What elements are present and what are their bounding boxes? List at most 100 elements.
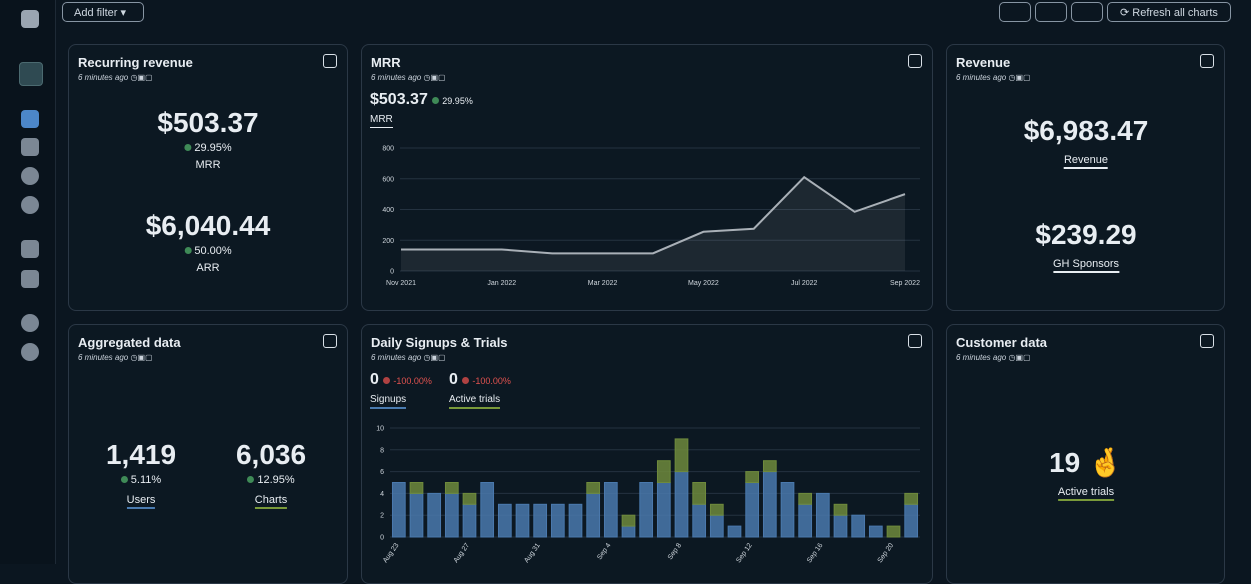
metric-change: 12.95% [236,473,306,487]
bar-segment [480,482,495,538]
metric-change: 5.11% [106,473,176,487]
bar-segment [709,503,724,516]
y-tick-label: 4 [380,491,384,498]
x-tick-label: Sep 12 [735,542,754,564]
bar-segment [603,482,618,538]
metric-label: MRR [195,159,221,171]
x-tick-label: Mar 2022 [588,280,618,287]
metric: 19 🤞 Active trials [1049,447,1123,501]
card: Recurring revenue 6 minutes ago $503.37 2… [68,44,348,311]
y-tick-label: 200 [382,238,394,245]
bar-segment [621,514,636,527]
add-icon[interactable] [19,62,43,86]
x-tick-label: Aug 31 [523,542,542,564]
y-tick-label: 6 [380,469,384,476]
x-tick-label: Sep 8 [667,542,683,561]
legend-label[interactable]: Signups [370,393,407,409]
metric-value: $6,040.44 [145,210,271,241]
bar-segment [868,525,883,538]
sidebar [0,0,56,564]
bar-segment [639,482,654,538]
refresh-button[interactable]: ⟳ Refresh all charts [1107,2,1231,22]
metric-value: $239.29 [1035,219,1137,250]
card-menu[interactable] [323,54,337,68]
bar-segment [762,471,777,538]
bar-segment [674,438,689,473]
card: Revenue 6 minutes ago $6,983.47 Revenue $… [946,44,1225,311]
bar-segment [745,482,760,538]
card: MRR 6 minutes ago $503.37 29.95% MRR [361,44,933,311]
metric: 0 -100.00% Signups [370,371,432,409]
x-tick-label: Nov 2021 [386,280,416,287]
bar-segment [692,503,707,538]
bar-segment [656,482,671,538]
bar-segment [497,503,512,538]
updated: 6 minutes ago [371,353,446,362]
more-icon[interactable] [21,270,39,288]
metric-value: 0 [370,371,379,388]
bar-segment [533,503,548,538]
bar-segment [692,482,707,505]
metric-label[interactable]: MRR [370,113,393,128]
metric-label[interactable]: Revenue [1063,153,1109,169]
card-title: Customer data [956,335,1048,350]
updated: 6 minutes ago [78,73,153,82]
tool-button[interactable] [999,2,1031,22]
bar-segment [904,492,919,505]
metric: 0 -100.00% Active trials [449,371,511,409]
metric-label[interactable]: Charts [254,493,288,509]
card-menu[interactable] [908,54,922,68]
add-filter-button[interactable]: Add filter ▾ [62,2,144,22]
bar-segment [621,525,636,538]
card-menu[interactable] [908,334,922,348]
bar-segment [409,482,424,494]
charts-icon[interactable] [21,110,39,128]
metric-label[interactable]: Users [126,493,156,509]
tool-button[interactable] [1071,2,1103,22]
preview-icon[interactable] [21,314,39,332]
x-tick-label: Sep 16 [806,542,825,564]
bar-segment [833,503,848,516]
metric-value: 6,036 [235,439,307,470]
bar-chart: 0 2 4 6 8 10 Aug 23 Aug 27 Aug 31 Sep 4 Sep 8 Sep 1… [376,426,920,564]
bar-segment [745,471,760,484]
metric-label[interactable]: Active trials [1057,485,1115,501]
bar-segment [568,503,583,538]
y-tick-label: 2 [380,513,384,520]
card-menu[interactable] [1200,334,1214,348]
card-title: Aggregated data [78,335,181,350]
settings-icon[interactable] [21,196,39,214]
metric-change: 50.00% [146,244,271,258]
expand-icon[interactable] [21,343,39,361]
card: Aggregated data 6 minutes ago 1,419 5.11%… [68,324,348,584]
bar-segment [409,492,424,538]
bar-segment [709,514,724,538]
y-tick-label: 10 [376,426,384,433]
integrations-icon[interactable] [21,138,39,156]
y-tick-label: 600 [382,176,394,183]
card-title: Revenue [956,55,1011,70]
metric: 6,036 12.95% Charts [236,439,306,509]
metric-label[interactable]: GH Sponsors [1052,257,1120,273]
card: Daily Signups & Trials 6 minutes ago 0 -… [361,324,933,584]
metric-change: -100.00% [462,376,511,386]
legend-label[interactable]: Active trials [449,393,501,409]
x-tick-label: Jul 2022 [791,280,818,287]
metric-change: 29.95% [432,96,473,106]
metric: 1,419 5.11% Users [106,439,176,509]
x-tick-label: Jan 2022 [487,280,516,287]
line-chart: 0 200 400 600 800 Nov 2021 Jan 2022 Mar 2022 May… [382,146,920,288]
reports-icon[interactable] [21,167,39,185]
metric-change: 29.95% [157,141,258,155]
metric-value: 19 🤞 [1049,447,1123,478]
card-menu[interactable] [1200,54,1214,68]
team-icon[interactable] [21,240,39,258]
bar-segment [550,503,565,538]
bar-segment [462,503,477,538]
card-menu[interactable] [323,334,337,348]
tool-button[interactable] [1035,2,1067,22]
metric-change: -100.00% [383,376,432,386]
card-title: Recurring revenue [78,55,193,70]
bar-segment [815,492,830,538]
area [401,177,905,271]
